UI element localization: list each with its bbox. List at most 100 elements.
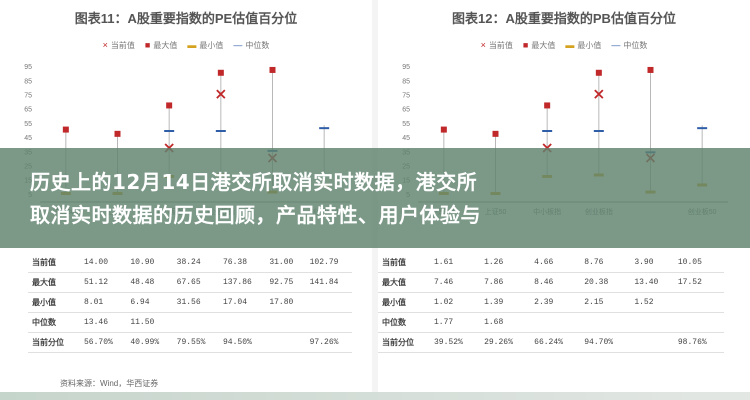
max-point <box>647 66 654 73</box>
current-point <box>216 89 226 99</box>
footer-blur <box>0 392 750 400</box>
table-row: 最大值 51.12 48.48 67.65 137.86 92.75 141.84 <box>28 272 352 293</box>
y-tick-label: 45 <box>24 135 32 142</box>
table-cell: 94.70% <box>580 332 631 353</box>
table-cell: 1.61 <box>430 253 481 273</box>
table-cell: 76.38 <box>218 253 266 273</box>
table-cell: 66.24% <box>530 332 581 353</box>
legend-median: — 中位数 <box>611 40 648 51</box>
table-cell <box>673 292 724 313</box>
table-row: 当前分位 56.70% 40.99% 79.55% 94.50% 97.26% <box>28 332 352 353</box>
table-cell <box>630 312 674 333</box>
table-cell: 1.52 <box>630 292 674 313</box>
table-cell <box>218 312 266 333</box>
chart-legend: × 当前值 ■ 最大值 ▬ 最小值 — 中位数 <box>378 40 750 51</box>
table-cell: 2.39 <box>530 292 581 313</box>
row-label: 当前分位 <box>28 332 80 353</box>
table-cell: 137.86 <box>218 272 266 293</box>
table-cell: 14.00 <box>80 253 127 273</box>
max-point <box>440 126 447 133</box>
table-cell: 10.05 <box>673 253 724 273</box>
table-cell: 29.26% <box>480 332 531 353</box>
y-tick-label: 85 <box>402 78 410 85</box>
y-tick-label: 95 <box>24 64 32 71</box>
y-tick-label: 65 <box>402 107 410 114</box>
table-row: 最小值 8.01 6.94 31.56 17.04 17.80 <box>28 292 352 313</box>
table-cell <box>265 332 306 353</box>
table-cell: 3.90 <box>630 253 674 273</box>
table-cell: 97.26% <box>305 332 352 353</box>
max-point <box>544 102 551 109</box>
table-cell: 20.38 <box>580 272 631 293</box>
table-cell: 17.52 <box>673 272 724 293</box>
table-cell: 39.52% <box>430 332 481 353</box>
table-cell: 31.00 <box>265 253 306 273</box>
table-cell: 98.76% <box>673 332 724 353</box>
table-cell: 11.50 <box>126 312 173 333</box>
table-cell: 1.77 <box>430 312 481 333</box>
table-row: 当前分位 39.52% 29.26% 66.24% 94.70% 98.76% <box>378 332 724 353</box>
legend-current: × 当前值 <box>480 40 513 51</box>
max-point <box>269 66 276 73</box>
table-cell: 13.46 <box>80 312 127 333</box>
table-row: 中位数 1.77 1.68 <box>378 312 724 333</box>
y-tick-label: 55 <box>402 121 410 128</box>
legend-min: ▬ 最小值 <box>565 40 602 51</box>
max-point <box>595 69 602 76</box>
chart-title: 图表12：A股重要指数的PB估值百分位 <box>452 11 676 26</box>
source-note: 资料来源：Wind，华西证券 <box>60 379 159 388</box>
headline: 历史上的12月14日港交所取消实时数据，港交所 取消实时数据的历史回顾，产品特性… <box>30 166 730 232</box>
table-cell: 13.40 <box>630 272 674 293</box>
chart-legend: × 当前值 ■ 最大值 ▬ 最小值 — 中位数 <box>0 40 372 51</box>
table-cell: 8.76 <box>580 253 631 273</box>
max-point <box>492 130 499 137</box>
table-cell: 7.46 <box>430 272 481 293</box>
row-label: 最小值 <box>28 292 80 313</box>
table-cell: 31.56 <box>172 292 219 313</box>
table-cell: 2.15 <box>580 292 631 313</box>
y-tick-label: 95 <box>402 64 410 71</box>
y-tick-label: 85 <box>24 78 32 85</box>
table-row: 当前值 1.61 1.26 4.66 8.76 3.90 10.05 <box>378 253 724 273</box>
table-cell: 56.70% <box>80 332 127 353</box>
table-cell: 79.55% <box>172 332 219 353</box>
table-cell <box>172 312 219 333</box>
legend-min: ▬ 最小值 <box>187 40 224 51</box>
row-label: 中位数 <box>378 312 430 333</box>
table-row: 当前值 14.00 10.90 38.24 76.38 31.00 102.79 <box>28 253 352 273</box>
table-cell <box>305 312 352 333</box>
chart-title: 图表11：A股重要指数的PE估值百分位 <box>74 11 298 26</box>
table-cell: 1.39 <box>480 292 531 313</box>
headline-line-1: 历史上的12月14日港交所取消实时数据，港交所 <box>30 170 478 194</box>
table-cell: 17.80 <box>265 292 306 313</box>
table-cell: 1.26 <box>480 253 531 273</box>
table-cell: 92.75 <box>265 272 306 293</box>
table-cell: 7.86 <box>480 272 531 293</box>
table-cell: 40.99% <box>126 332 173 353</box>
legend-current: × 当前值 <box>102 40 135 51</box>
table-cell: 8.46 <box>530 272 581 293</box>
max-point <box>114 130 121 137</box>
table-cell <box>580 312 631 333</box>
table-cell: 38.24 <box>172 253 219 273</box>
table-cell <box>673 312 724 333</box>
current-point <box>594 89 604 99</box>
legend-max: ■ 最大值 <box>144 40 178 51</box>
table-cell: 67.65 <box>172 272 219 293</box>
headline-line-2: 取消实时数据的历史回顾，产品特性、用户体验与 <box>30 203 481 227</box>
table-cell: 141.84 <box>305 272 352 293</box>
headline-overlay: 历史上的12月14日港交所取消实时数据，港交所 取消实时数据的历史回顾，产品特性… <box>0 148 750 248</box>
table-row: 中位数 13.46 11.50 <box>28 312 352 333</box>
row-label: 最大值 <box>28 272 80 293</box>
table-cell: 1.68 <box>480 312 531 333</box>
legend-median: — 中位数 <box>233 40 270 51</box>
table-cell: 102.79 <box>305 253 352 273</box>
table-cell: 4.66 <box>530 253 581 273</box>
table-row: 最小值 1.02 1.39 2.39 2.15 1.52 <box>378 292 724 313</box>
y-tick-label: 65 <box>24 107 32 114</box>
table-cell <box>530 312 581 333</box>
table-cell: 94.50% <box>218 332 266 353</box>
table-cell <box>630 332 674 353</box>
row-label: 当前值 <box>378 253 430 273</box>
row-label: 最大值 <box>378 272 430 293</box>
